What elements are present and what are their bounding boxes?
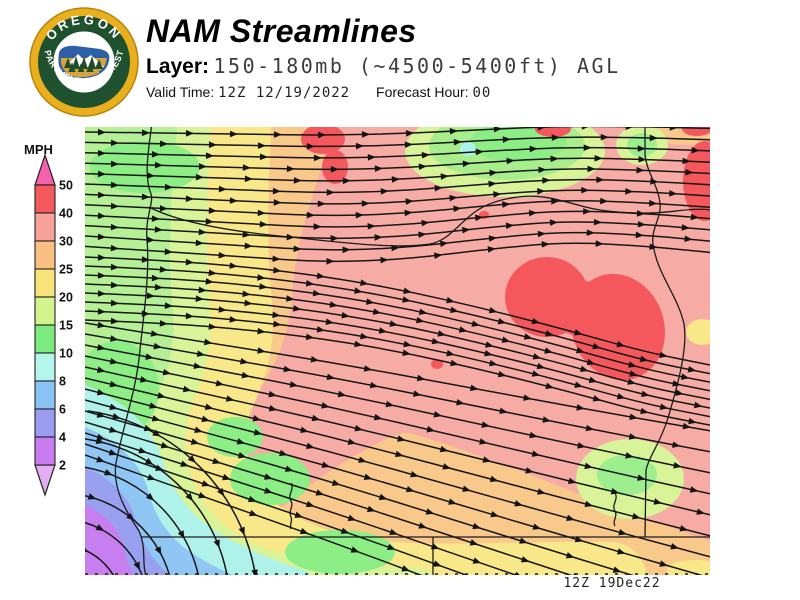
klamath-lake (289, 482, 293, 530)
svg-text:40: 40 (59, 207, 73, 221)
streamline-map (85, 127, 710, 575)
svg-text:8: 8 (59, 375, 66, 389)
speed-legend: MPH 50 40 30 25 20 15 10 8 6 4 2 (24, 142, 73, 497)
layer-line: Layer: 150-180mb (~4500-5400ft) AGL (146, 54, 621, 79)
forecast-hour-value: 00 (472, 85, 492, 101)
map-timestamp: 12Z 19Dec22 (563, 576, 661, 591)
valid-time-value: 12Z 12/19/2022 (218, 85, 351, 101)
idaho-border-snake-river (644, 127, 686, 538)
forecast-hour-label: Forecast Hour: (376, 84, 469, 100)
legend-color-bar: 50 40 30 25 20 15 10 8 6 4 2 (34, 153, 73, 497)
legend-title: MPH (24, 142, 53, 157)
svg-text:4: 4 (59, 431, 66, 445)
coastline (114, 127, 153, 575)
svg-text:2: 2 (59, 459, 66, 473)
svg-text:30: 30 (59, 235, 73, 249)
svg-text:20: 20 (59, 291, 73, 305)
valid-time-label: Valid Time: (146, 84, 215, 100)
svg-text:6: 6 (59, 403, 66, 417)
seal-scene (59, 47, 109, 77)
odf-seal-logo: OREGON DEPARTMENT OF FORESTRY (29, 7, 139, 117)
high-wind-cores (301, 127, 710, 381)
svg-text:10: 10 (59, 347, 73, 361)
streamlines-layer (85, 127, 710, 575)
svg-text:15: 15 (59, 319, 73, 333)
layer-value: 150-180mb (~4500-5400ft) AGL (213, 54, 621, 78)
layer-label: Layer: (146, 55, 210, 78)
svg-text:25: 25 (59, 263, 73, 277)
svg-text:50: 50 (59, 179, 73, 193)
page-title: NAM Streamlines (146, 13, 417, 49)
valid-time-line: Valid Time: 12Z 12/19/2022 Forecast Hour… (146, 84, 621, 101)
header: NAM Streamlines Layer: 150-180mb (~4500-… (146, 12, 621, 101)
